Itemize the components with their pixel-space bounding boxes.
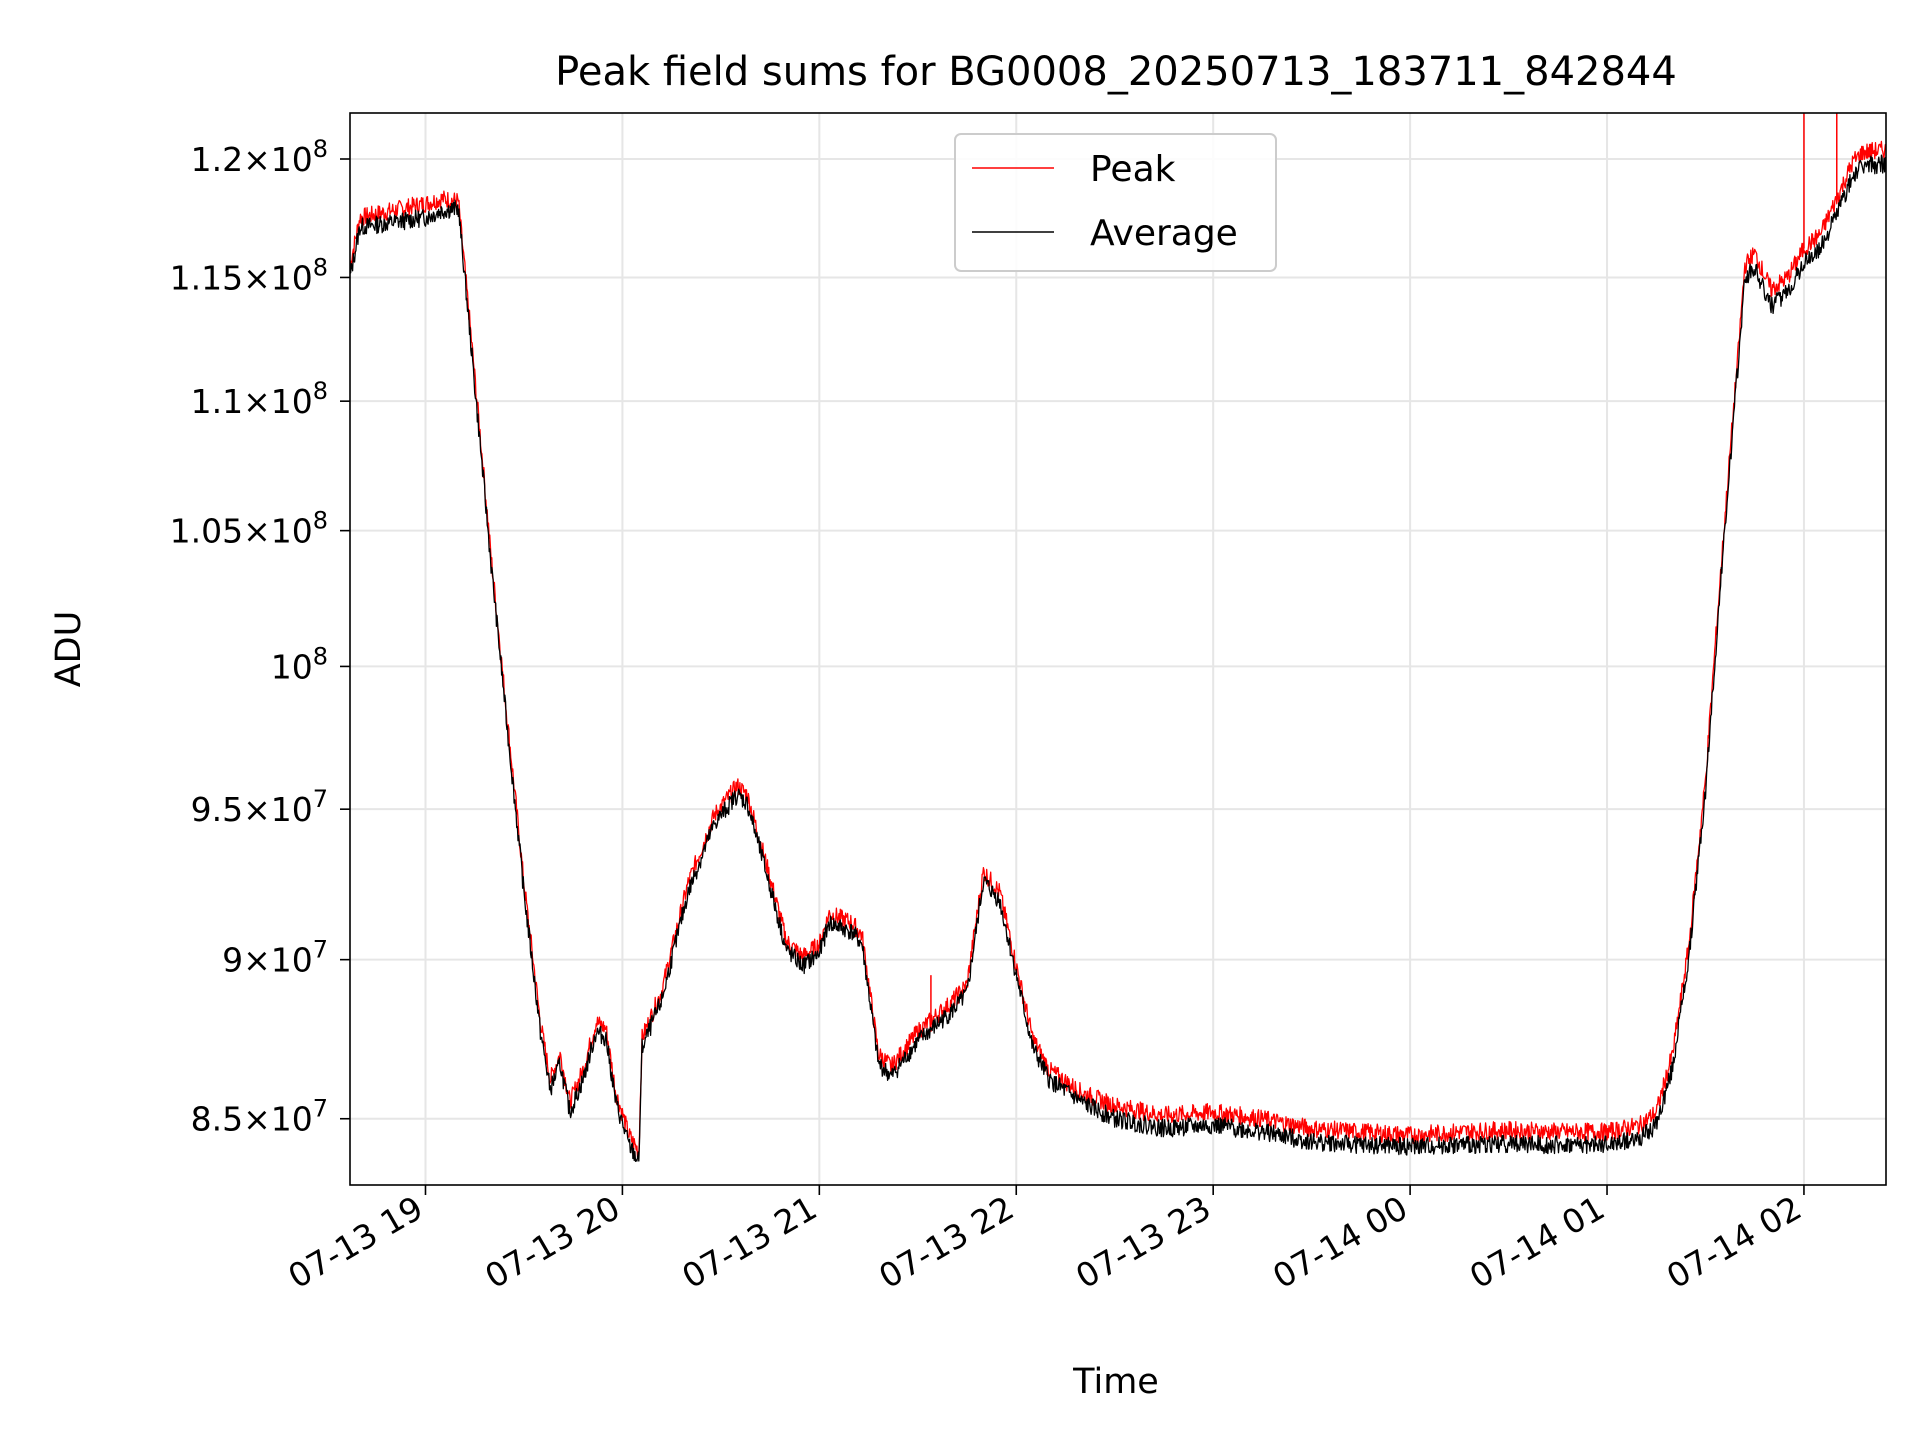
plot-frame (349, 112, 1887, 1186)
series-line-average (350, 154, 1886, 1162)
series-line-peak (350, 140, 1886, 1158)
gridlines (350, 113, 1886, 1185)
series-group (350, 113, 1886, 1162)
legend-label-peak: Peak (1090, 149, 1176, 190)
x-axis-label: Time (1072, 1362, 1159, 1402)
chart-title: Peak field sums for BG0008_20250713_1837… (555, 49, 1677, 95)
y-tick-label: 1.1×108 (191, 377, 328, 421)
legend-label-average: Average (1090, 213, 1238, 254)
y-axis-ticks: 8.5×107 9×107 9.5×107 108 1.05×108 1.1×108 1.1… (170, 135, 350, 1139)
legend: Peak Average (954, 133, 1277, 272)
y-tick-label: 1.05×108 (170, 507, 328, 551)
y-tick-label: 9.5×107 (191, 785, 328, 829)
y-tick-label: 1.15×108 (170, 253, 328, 297)
y-axis-label: ADU (49, 611, 89, 688)
y-tick-label: 108 (271, 642, 328, 686)
y-tick-label: 1.2×108 (191, 135, 328, 179)
y-tick-label: 8.5×107 (191, 1095, 328, 1139)
y-tick-label: 9×107 (222, 936, 328, 980)
